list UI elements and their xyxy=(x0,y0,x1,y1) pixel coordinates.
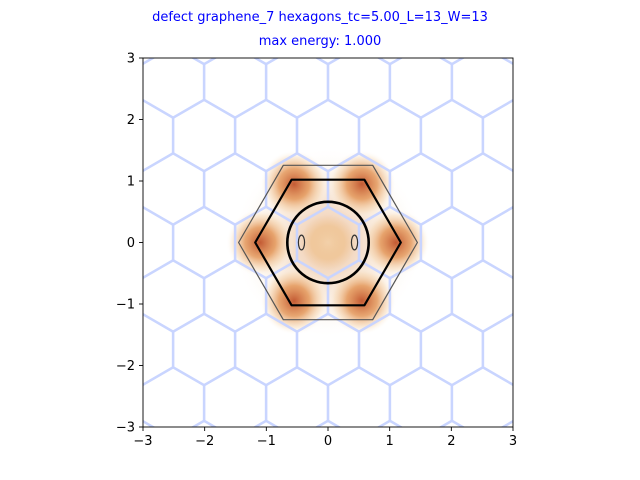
lattice-hex-65 xyxy=(607,207,640,278)
lattice-hex-43 xyxy=(607,314,640,385)
lattice-hex-85 xyxy=(481,98,513,173)
lattice-hex-97 xyxy=(576,46,638,117)
contour-ellipse-3 xyxy=(297,234,306,251)
x-tick-label: 1 xyxy=(386,434,394,449)
intensity-map xyxy=(226,150,430,335)
lattice-hex-95 xyxy=(450,58,513,120)
lattice-hex-33 xyxy=(0,314,49,385)
lattice-hex-0 xyxy=(18,474,80,480)
lattice-hex-77 xyxy=(0,100,49,171)
lattice-hex-117 xyxy=(452,0,514,11)
x-axis: −3 −2 −1 0 1 2 3 xyxy=(133,427,517,449)
lattice-hex-87 xyxy=(607,100,640,171)
y-tick-label: 3 xyxy=(127,52,135,67)
lattice-hex-55 xyxy=(0,207,49,278)
lattice-hex-11 xyxy=(0,421,49,480)
lattice-hex-116 xyxy=(390,0,452,11)
lattice-hex-8 xyxy=(514,474,576,480)
lattice-hex-4 xyxy=(266,474,328,480)
intensity-hotspot-6 xyxy=(260,267,329,335)
lattice-hex-7 xyxy=(452,474,514,480)
y-tick-label: 2 xyxy=(127,113,135,128)
lattice-hex-63 xyxy=(481,205,513,280)
lattice-hex-109 xyxy=(607,0,640,64)
x-tick-label: −3 xyxy=(133,434,152,449)
lattice-hex-9 xyxy=(576,474,638,480)
contour-hexagon-1 xyxy=(254,178,402,307)
y-tick-label: −2 xyxy=(116,359,135,374)
y-tick-label: −3 xyxy=(116,421,135,436)
lattice-hex-18 xyxy=(438,419,466,427)
chart-title: defect graphene_7 hexagons_tc=5.00_L=13_… xyxy=(152,10,488,25)
x-tick-label: 0 xyxy=(324,434,332,449)
intensity-hotspot-3 xyxy=(328,150,396,218)
lattice-hex-2 xyxy=(142,474,204,480)
lattice-hex-31 xyxy=(576,367,638,438)
y-axis: −3 −2 −1 0 1 2 3 xyxy=(116,52,143,436)
lattice-hex-19 xyxy=(500,419,513,427)
lattice-hex-41 xyxy=(481,312,513,387)
lattice-hex-119 xyxy=(576,0,638,11)
lattice-hex-108 xyxy=(545,0,607,64)
lattice-hex-45 xyxy=(143,277,144,315)
intensity-hotspot-5 xyxy=(328,267,396,335)
intensity-hotspot-4 xyxy=(260,150,329,218)
lattice-hex-20 xyxy=(545,421,607,480)
lattice-hex-5 xyxy=(328,474,390,480)
lattice-hex-66 xyxy=(18,153,80,224)
lattice-hex-64 xyxy=(545,207,607,278)
lattice-hex-30 xyxy=(512,384,513,422)
chart-subtitle: max energy: 1.000 xyxy=(259,34,382,49)
lattice-hex-6 xyxy=(390,474,452,480)
contour-ellipse-4 xyxy=(350,234,359,251)
contour-lines xyxy=(238,164,418,321)
lattice-hex-56 xyxy=(49,207,111,278)
x-tick-label: −1 xyxy=(257,434,276,449)
lattice-hex-52 xyxy=(512,277,513,315)
x-tick-label: 2 xyxy=(447,434,455,449)
x-tick-label: −2 xyxy=(195,434,214,449)
y-tick-label: −1 xyxy=(116,298,135,313)
lattice-hex-96 xyxy=(512,63,513,101)
lattice-hex-115 xyxy=(328,0,390,11)
lattice-hex-14 xyxy=(190,419,218,427)
lattice-hex-21 xyxy=(607,421,640,480)
lattice-hex-75 xyxy=(576,153,638,224)
lattice-hex-100 xyxy=(49,0,111,64)
lattice-hex-88 xyxy=(18,46,80,117)
lattice-hex-113 xyxy=(204,0,266,11)
lattice-hex-3 xyxy=(204,474,266,480)
lattice-hex-1 xyxy=(80,474,142,480)
x-tick-label: 3 xyxy=(509,434,517,449)
contour-circle-0 xyxy=(285,200,370,285)
lattice-hex-78 xyxy=(49,100,111,171)
lattice-hex-107 xyxy=(500,58,513,66)
contour-hexagon-2 xyxy=(238,164,418,321)
lattice-hex-111 xyxy=(80,0,142,11)
lattice-hex-112 xyxy=(142,0,204,11)
lattice-hex-34 xyxy=(49,314,111,385)
lattice-hex-44 xyxy=(18,260,80,331)
intensity-hotspot-0 xyxy=(300,214,356,271)
y-tick-label: 1 xyxy=(127,175,135,190)
y-tick-label: 0 xyxy=(127,236,135,251)
lattice-hex-22 xyxy=(18,367,80,438)
lattice-hex-99 xyxy=(0,0,49,64)
lattice-hex-74 xyxy=(512,170,513,208)
intensity-hotspot-2 xyxy=(226,208,295,277)
lattice-hex-114 xyxy=(266,0,328,11)
lattice-hex-110 xyxy=(18,0,80,11)
lattice-hex-53 xyxy=(576,260,638,331)
lattice-hex-12 xyxy=(49,421,111,480)
lattice-hex-86 xyxy=(545,100,607,171)
intensity-hotspot-1 xyxy=(361,208,430,277)
lattice-hex-118 xyxy=(514,0,576,11)
lattice-hex-42 xyxy=(545,314,607,385)
